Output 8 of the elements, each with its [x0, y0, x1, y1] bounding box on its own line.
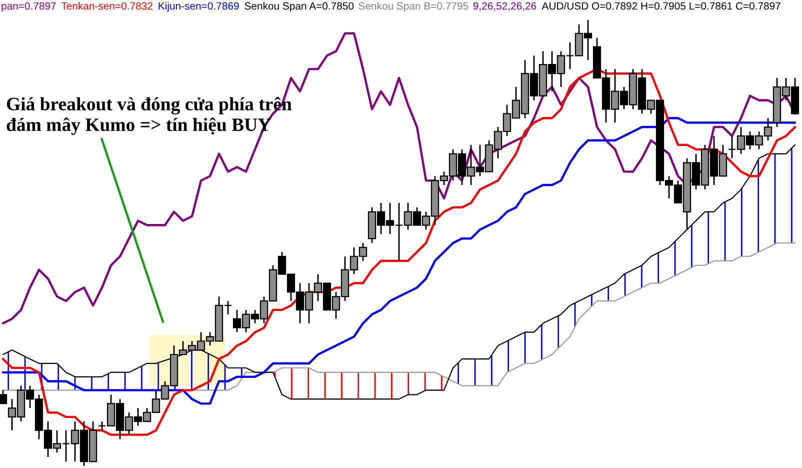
text: 9,26,52,26,26: [473, 2, 536, 11]
text: Senkou Span B=0.7795: [358, 2, 468, 12]
text: Kijun-sen=0.7869: [158, 2, 239, 12]
candlestick: [0, 389, 8, 404]
text: pan=0.7897: [2, 2, 56, 12]
text: Tenkan-sen=0.7832: [61, 2, 152, 10]
text: Senkou Span A=0.7850: [244, 2, 354, 12]
text: AUD/USD O=0.7892 H=0.7905 L=0.7861 C=0.7897: [542, 2, 780, 10]
